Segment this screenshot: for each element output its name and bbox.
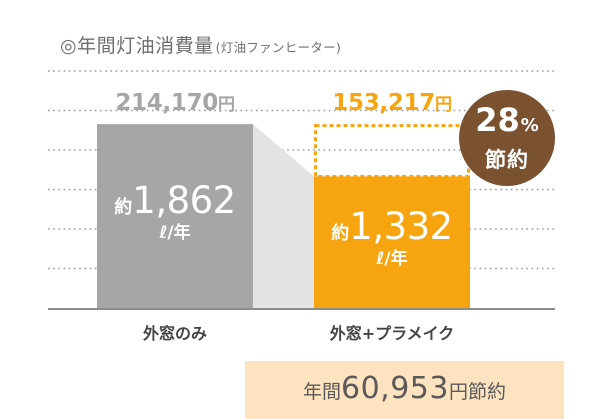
badge-label: 節約 (485, 148, 529, 172)
annual-savings-value: 60,953 (341, 371, 449, 406)
badge-percent-value: 28 (475, 101, 520, 139)
category-label-outer-window-only: 外窓のみ (142, 324, 207, 343)
value-label-outer-window-only: 約1,862 ℓ/年 (114, 179, 236, 244)
savings-percent-badge: 28% 節約 (459, 90, 555, 186)
category-label-outer-window-plus-plamake: 外窓+プラメイク (329, 324, 455, 343)
cost-label-outer-window-only: 214,170円 (115, 90, 235, 117)
chart-title-main: ◎年間灯油消費量 (60, 35, 214, 57)
value-label-outer-window-plus-plamake: 約1,332 ℓ/年 (331, 205, 453, 270)
reduction-connector (253, 124, 314, 308)
reduction-outline (314, 124, 470, 178)
chart-title: ◎年間灯油消費量 (灯油ファンヒーター) (60, 31, 341, 58)
annual-savings-box: 年間60,953円節約 (245, 361, 564, 419)
annual-savings-suffix: 円節約 (448, 381, 506, 403)
cost-label-outer-window-plus-plamake: 153,217円 (332, 90, 452, 117)
bar-outer-window-plus-plamake (314, 176, 470, 308)
bar-outer-window-only (97, 124, 253, 308)
annual-savings-prefix: 年間 (302, 381, 341, 403)
chart-title-sub: (灯油ファンヒーター) (215, 40, 342, 55)
